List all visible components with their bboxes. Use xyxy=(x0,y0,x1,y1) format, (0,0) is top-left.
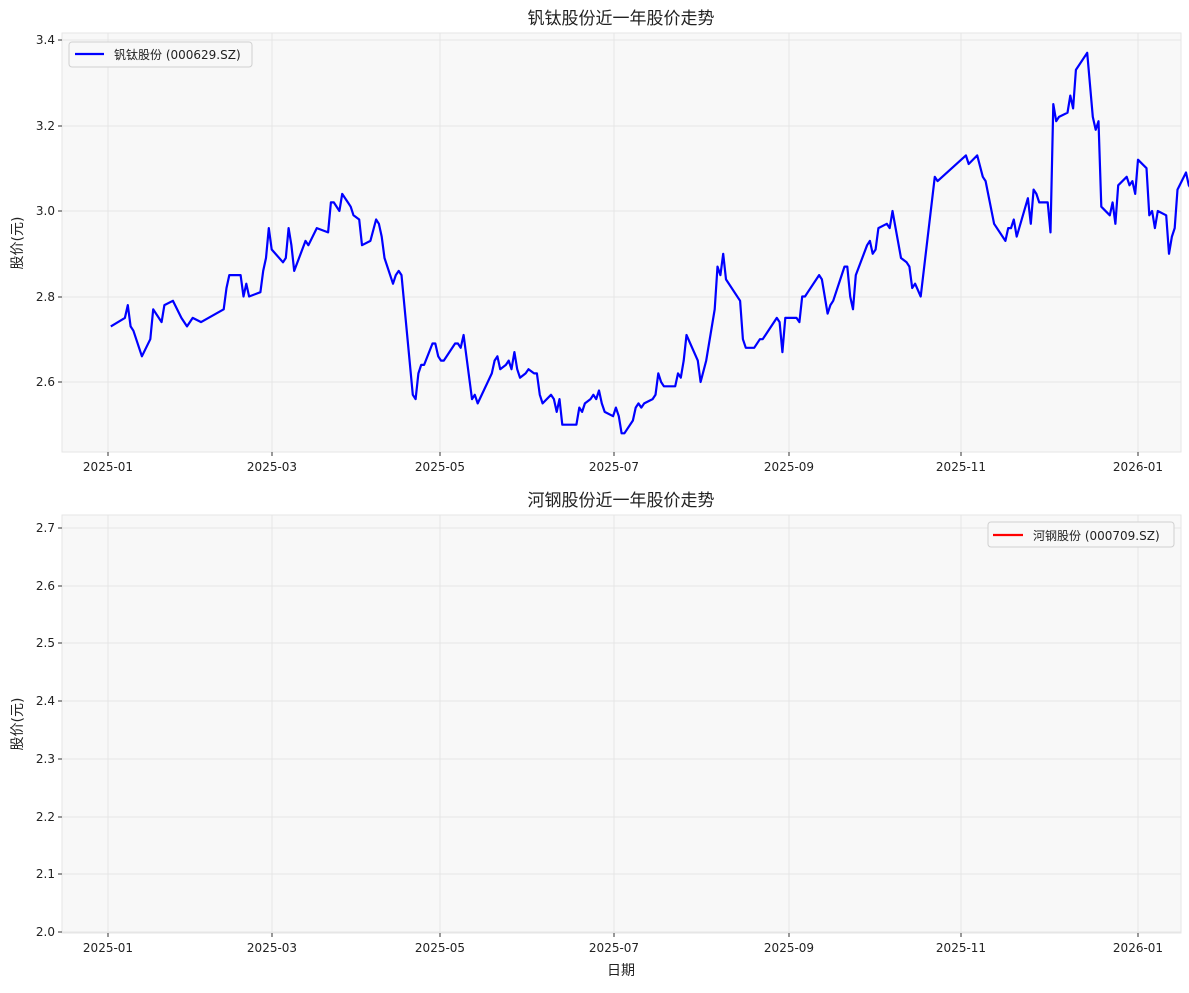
bottom-x-axis-label: 日期 xyxy=(607,963,635,979)
bottom-xtick-label: 2025-11 xyxy=(936,941,986,955)
top-ytick-label: 3.0 xyxy=(36,204,55,218)
top-xtick-label: 2025-07 xyxy=(589,460,639,474)
bottom-xtick-label: 2025-05 xyxy=(415,941,465,955)
bottom-xtick-label: 2025-01 xyxy=(83,941,133,955)
top-xtick-label: 2025-05 xyxy=(415,460,465,474)
bottom-legend: 河钢股份 (000709.SZ) xyxy=(987,521,1175,548)
top-xtick-label: 2025-09 xyxy=(764,460,814,474)
top-xtick-label: 2025-11 xyxy=(936,460,986,474)
top-series-line xyxy=(110,51,1189,435)
bottom-ytick-label: 2.1 xyxy=(36,867,55,881)
bottom-xtick-label: 2025-09 xyxy=(764,941,814,955)
top-chart: 3.4 3.2 3.0 2.8 2.6 2025-01 2025-03 2025… xyxy=(10,9,1189,474)
bottom-ytick-label: 2.0 xyxy=(36,925,55,939)
bottom-ytick-label: 2.6 xyxy=(36,579,55,593)
bottom-xtick-label: 2026-01 xyxy=(1113,941,1163,955)
top-ytick-label: 3.4 xyxy=(36,33,55,47)
bottom-xtick-label: 2025-07 xyxy=(589,941,639,955)
bottom-chart-title: 河钢股份近一年股价走势 xyxy=(528,491,715,511)
top-plot-area xyxy=(61,32,1182,453)
top-ytick-label: 3.2 xyxy=(36,119,55,133)
bottom-y-axis-label: 股价(元) xyxy=(10,698,26,751)
bottom-ytick-label: 2.7 xyxy=(36,521,55,535)
bottom-ytick-label: 2.3 xyxy=(36,752,55,766)
top-legend: 钒钛股份 (000629.SZ) xyxy=(68,41,253,68)
bottom-xtick-label: 2025-03 xyxy=(247,941,297,955)
bottom-ytick-label: 2.2 xyxy=(36,810,55,824)
top-xtick-label: 2026-01 xyxy=(1113,460,1163,474)
bottom-ytick-label: 2.5 xyxy=(36,636,55,650)
bottom-grid xyxy=(62,515,1181,933)
top-legend-label: 钒钛股份 (000629.SZ) xyxy=(114,47,241,62)
bottom-ytick-label: 2.4 xyxy=(36,694,55,708)
bottom-plot-area xyxy=(61,514,1182,934)
top-xtick-label: 2025-01 xyxy=(83,460,133,474)
bottom-legend-label: 河钢股份 (000709.SZ) xyxy=(1033,529,1160,543)
top-y-axis-label: 股价(元) xyxy=(10,217,26,270)
top-chart-title: 钒钛股份近一年股价走势 xyxy=(528,9,715,29)
top-ytick-label: 2.8 xyxy=(36,290,55,304)
top-ytick-label: 2.6 xyxy=(36,375,55,389)
bottom-chart: 2.7 2.6 2.5 2.4 2.3 2.2 2.1 2.0 2025-01 … xyxy=(10,491,1182,979)
top-xtick-label: 2025-03 xyxy=(247,460,297,474)
